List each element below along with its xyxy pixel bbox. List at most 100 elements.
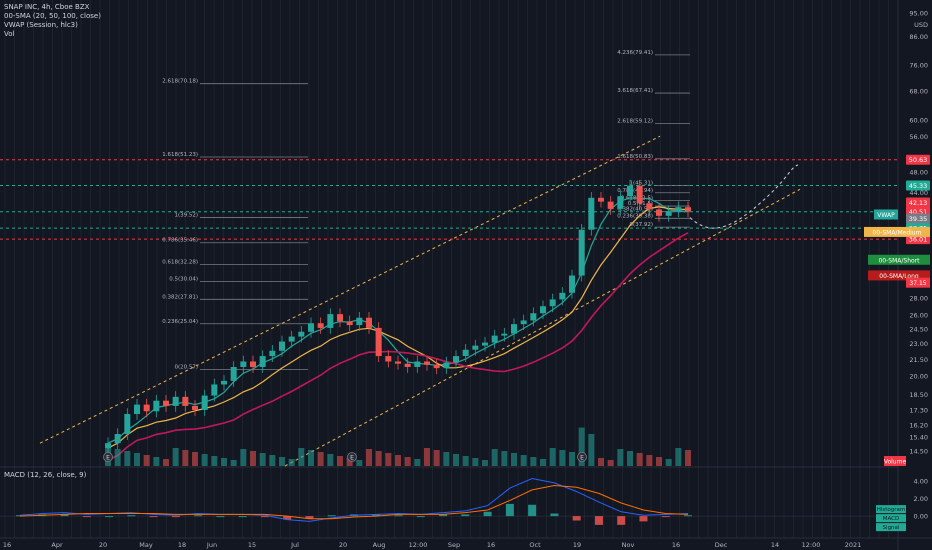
volume-bar: [240, 449, 247, 466]
volume-bar: [559, 450, 566, 466]
sma-short-tag-box: [868, 254, 930, 265]
candle: [685, 207, 691, 212]
volume-bar: [153, 457, 160, 466]
volume-bar: [288, 459, 295, 466]
price-tick-label: 15.40: [909, 434, 928, 442]
macd-histogram-bar: [639, 516, 648, 522]
candle: [385, 356, 392, 362]
candle: [163, 400, 169, 406]
time-tick-label: Sep: [448, 541, 460, 549]
candle: [269, 350, 276, 357]
macd-histogram-bar: [461, 514, 470, 517]
volume-bar: [298, 448, 305, 466]
candle: [298, 331, 305, 337]
candle: [627, 185, 633, 197]
volume-bar: [414, 459, 421, 466]
fib-level-label: 0.786(35.46): [162, 238, 198, 244]
candle: [530, 313, 537, 321]
time-tick-label: 12:00: [802, 541, 821, 549]
time-tick-label: Apr: [51, 541, 63, 549]
price-label-box: [906, 213, 930, 224]
candle: [182, 396, 189, 406]
indicator-tags: VWAP 00-SMA/Medium 00-SMA/Short 00-SMA/Long…: [864, 209, 930, 466]
earnings-marker-label: E: [106, 455, 110, 462]
candle: [520, 320, 527, 325]
candle: [675, 207, 682, 212]
volume-bar: [404, 457, 411, 466]
fib-level-label: 3.618(67.41): [617, 88, 653, 94]
candle: [607, 201, 614, 209]
volume-bar: [520, 455, 527, 466]
candle: [337, 314, 343, 322]
macd-label: Histogram: [877, 507, 906, 513]
volume-bar: [646, 455, 653, 466]
macd-histogram-bar: [60, 514, 69, 517]
time-tick-label: 12:00: [409, 541, 428, 549]
candle: [114, 434, 121, 444]
time-tick-label: 16: [487, 541, 495, 549]
macd-label: Signal: [883, 525, 900, 531]
sma-long-tag: 00-SMA/Long: [879, 273, 919, 280]
macd-histogram-bar: [127, 515, 136, 517]
price-tick-label: 68.00: [909, 88, 928, 96]
time-tick-label: 16: [3, 541, 11, 549]
macd-histogram-bar: [372, 514, 381, 517]
volume-bar: [636, 453, 643, 466]
macd-histogram-bar: [171, 516, 180, 518]
volume-bar: [598, 458, 604, 466]
sma-medium-tag: 00-SMA/Medium: [873, 229, 922, 236]
macd-histogram-bar: [550, 513, 559, 517]
candle: [143, 404, 150, 412]
earnings-marker: [577, 452, 587, 462]
legend-vol[interactable]: Vol: [4, 30, 15, 38]
price-tick-label: 16.20: [909, 422, 928, 430]
candle: [279, 341, 285, 351]
signal-line: [19, 484, 689, 520]
time-tick-label: 16: [672, 541, 680, 549]
volume-bar: [143, 455, 150, 466]
volume-bar: [124, 451, 131, 466]
volume-bar: [482, 460, 488, 466]
volume-bar: [337, 456, 343, 466]
volume: [105, 427, 691, 466]
candle: [636, 185, 643, 204]
macd-histogram-bar: [439, 514, 448, 517]
price-label-box: [906, 197, 930, 208]
price-tick-label: 95.00: [909, 10, 928, 18]
price-axis: 95.00 USD 86.00 76.00 68.00 60.00 56.00 48.00 44…: [909, 10, 928, 456]
volume-bar: [172, 448, 179, 466]
candles: [105, 179, 691, 454]
macd-tick-label: 0.00: [914, 513, 928, 521]
macd-label-box: [876, 505, 906, 514]
volume-bar: [433, 450, 440, 466]
price-tick-label: 23.00: [909, 340, 928, 348]
vwap-tag-box: [874, 209, 898, 220]
time-tick-label: 20: [99, 541, 107, 549]
price-37-tag-box: [906, 277, 930, 288]
volume-bar: [182, 450, 189, 466]
macd-histogram-bar: [594, 516, 603, 525]
volume-bar: [530, 457, 537, 466]
price-tick-label: USD: [914, 21, 928, 29]
fib-level-label: 1.618(51.23): [162, 152, 198, 158]
macd-tick-label: 4.00: [914, 478, 928, 486]
volume-bar: [549, 448, 556, 466]
candle: [134, 404, 140, 415]
time-tick-label: Oct: [529, 541, 541, 549]
candle: [192, 405, 198, 410]
macd-legend[interactable]: MACD (12, 26, close, 9): [4, 471, 87, 479]
price-label-text: 36.01: [909, 236, 928, 244]
candle: [105, 443, 111, 448]
legend-symbol[interactable]: SNAP INC, 4h, Cboe BZX: [4, 3, 90, 11]
candle: [327, 314, 334, 328]
volume-bar: [308, 450, 314, 466]
legend-vwap[interactable]: VWAP (Session, hlc3): [4, 21, 78, 29]
fib-level-label: 0.5(41.5): [628, 201, 653, 207]
volume-bar: [424, 448, 430, 466]
volume-bar: [327, 454, 334, 466]
macd-histogram-bar: [194, 515, 203, 517]
legend-sma[interactable]: 00-SMA (20, 50, 100, close): [4, 12, 101, 20]
